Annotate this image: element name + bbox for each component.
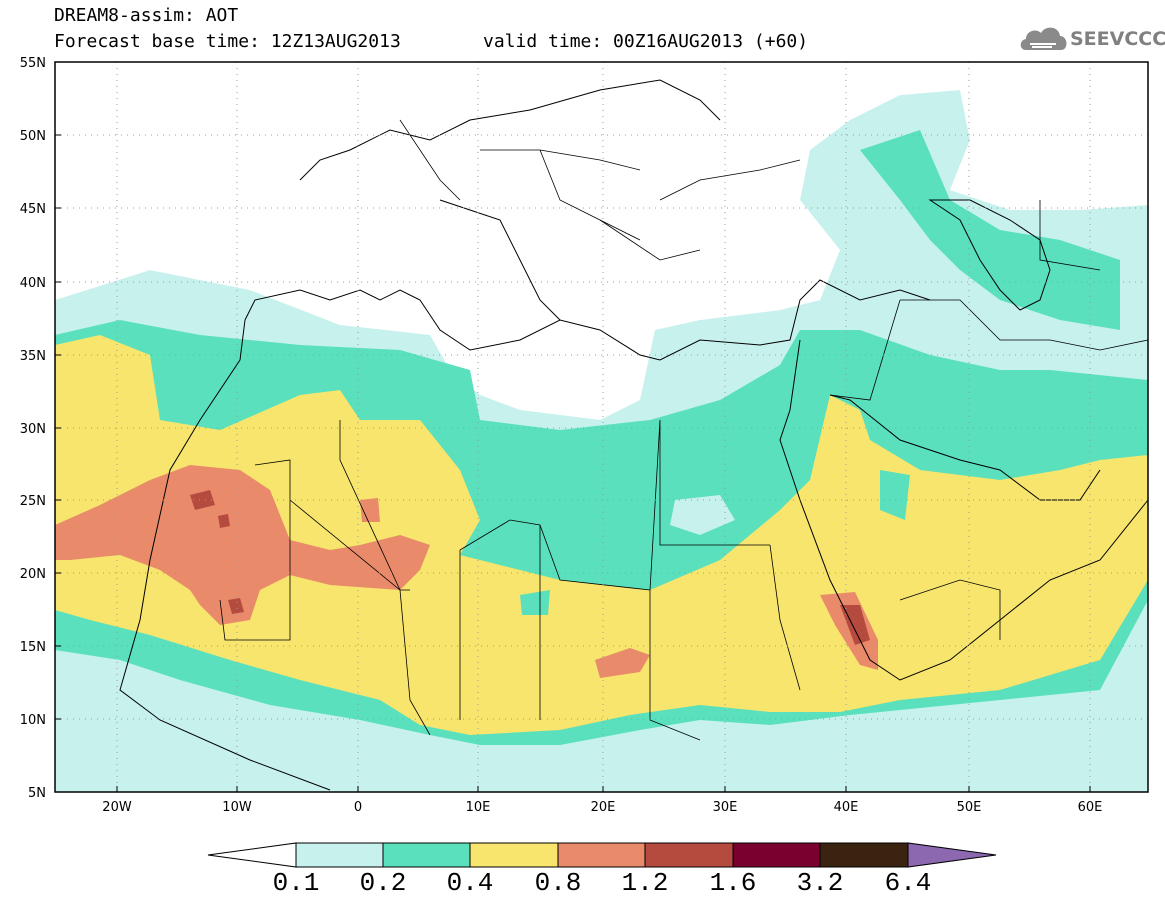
colorbar-swatch [382,842,471,868]
longitude-labels: 20W 10W 0 10E 20E 30E 40E 50E 60E [102,800,1102,815]
ticks [55,61,1091,792]
map-title: DREAM8-assim: AOT [54,5,239,26]
colorbar [207,842,997,868]
lat-label: 45N [20,202,46,217]
colorbar-label: 1.6 [709,868,757,898]
aot-band-1.2 [190,490,215,510]
colorbar-swatch [557,842,646,868]
seevccc-logo: SEEVCCC [1018,22,1165,58]
lon-label: 10W [222,800,252,815]
lat-label: 50N [20,129,46,144]
lon-label: 10E [466,800,491,815]
colorbar-label: 0.8 [534,868,582,898]
aot-band-0.8 [55,465,430,625]
colorbar-label: 3.2 [796,868,844,898]
lon-label: 40E [834,800,859,815]
lat-label: 15N [20,640,46,655]
forecast-base-time: Forecast base time: 12Z13AUG2013 [54,31,401,52]
lat-label: 20N [20,567,46,582]
colorbar-max-arrow [907,842,997,868]
colorbar-label: 0.4 [446,868,494,898]
country-borders [219,119,1148,741]
lon-label: 20E [591,800,616,815]
colorbar-min-arrow [207,842,297,868]
colorbar-label: 0.1 [272,868,320,898]
graticule [55,62,1148,792]
lat-label: 35N [20,349,46,364]
lat-label: 25N [20,494,46,509]
colorbar-label: 0.2 [359,868,407,898]
lon-label: 30E [713,800,738,815]
lat-label: 30N [20,422,46,437]
colorbar-label: 1.2 [621,868,669,898]
lat-label: 40N [20,276,46,291]
lat-label: 5N [28,786,46,801]
colorbar-swatch [644,842,734,868]
logo-text: SEEVCCC [1070,28,1165,50]
colorbar-swatch [732,842,821,868]
lat-label: 10N [20,713,46,728]
colorbar-swatch [469,842,559,868]
cloud-icon [1020,27,1067,50]
lon-label: 0 [354,800,362,815]
lon-label: 20W [102,800,132,815]
map-frame [54,61,1149,793]
colorbar-swatch [819,842,909,868]
lon-label: 50E [957,800,982,815]
lon-label: 60E [1078,800,1103,815]
valid-time: valid time: 00Z16AUG2013 (+60) [483,31,809,52]
latitude-labels: 55N 50N 45N 40N 35N 30N 25N 20N 15N 10N … [20,56,46,801]
aot-contours [55,62,1148,792]
coastlines [119,79,1148,791]
colorbar-label: 6.4 [884,868,932,898]
colorbar-swatch [295,842,384,868]
lat-label: 55N [20,56,46,71]
